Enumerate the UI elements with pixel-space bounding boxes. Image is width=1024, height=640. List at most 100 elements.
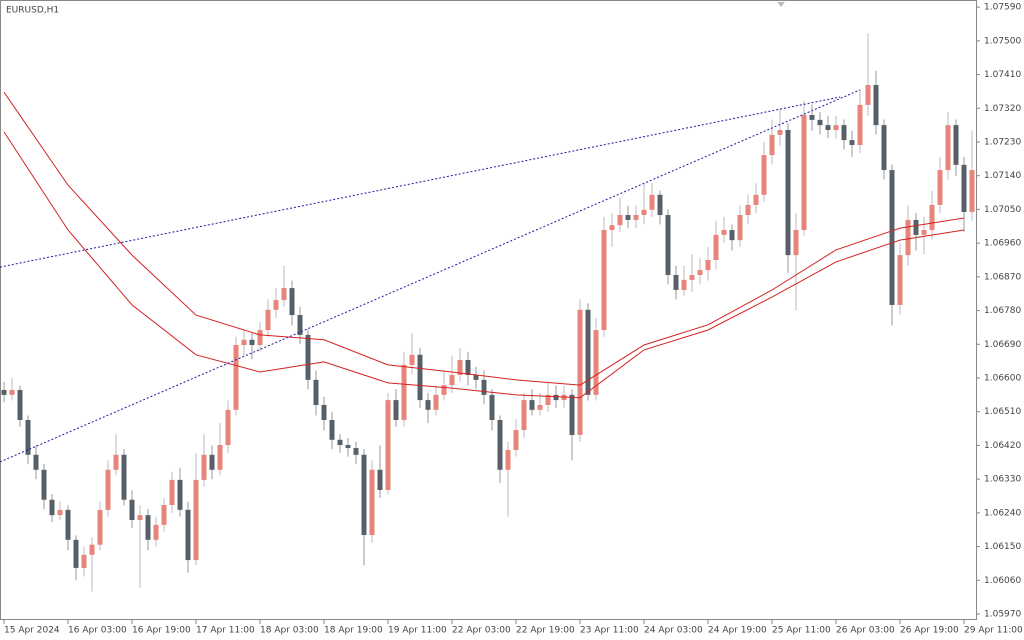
candle-body — [641, 209, 647, 216]
candle-body — [745, 204, 751, 216]
candle-body — [593, 330, 599, 395]
candle-body — [345, 445, 351, 449]
candle-body — [545, 394, 551, 405]
candle-body — [969, 170, 975, 213]
y-tick-label: 1.07140 — [984, 171, 1021, 181]
moving-average — [3, 91, 965, 386]
trend-line — [0, 96, 841, 268]
y-tick-label: 1.07320 — [984, 104, 1021, 114]
x-tick-label: 16 Apr 03:00 — [68, 626, 127, 636]
candle-body — [577, 309, 583, 435]
y-tick-label: 1.06060 — [984, 576, 1021, 586]
moving-average — [3, 131, 965, 399]
candle-body — [249, 339, 255, 346]
candle-body — [33, 454, 39, 470]
candle-body — [689, 274, 695, 280]
candle-body — [121, 454, 127, 500]
candle-body — [937, 170, 943, 205]
candle-body — [953, 125, 959, 165]
candle-body — [569, 394, 575, 435]
y-tick-label: 1.07410 — [984, 70, 1021, 80]
candle-body — [529, 400, 535, 410]
candle-body — [665, 215, 671, 275]
candle-body — [761, 155, 767, 195]
y-tick-label: 1.06780 — [984, 306, 1021, 316]
candle-body — [209, 454, 215, 470]
candle-body — [521, 400, 527, 431]
x-tick-label: 25 Apr 11:00 — [772, 626, 831, 636]
candle-body — [897, 255, 903, 305]
candle-body — [713, 234, 719, 260]
y-tick-label: 1.06420 — [984, 441, 1021, 451]
y-tick-label: 1.06960 — [984, 239, 1021, 249]
candle-body — [193, 479, 199, 561]
candle-body — [97, 509, 103, 545]
x-tick-label: 23 Apr 11:00 — [580, 626, 639, 636]
candle-body — [873, 85, 879, 126]
candle-body — [241, 339, 247, 346]
candle-body — [769, 134, 775, 156]
candle-body — [369, 469, 375, 535]
candle-body — [201, 454, 207, 480]
shift-marker — [777, 2, 785, 7]
candle-body — [433, 394, 439, 410]
candle-body — [857, 104, 863, 145]
candle-body — [729, 230, 735, 241]
candle-body — [537, 404, 543, 410]
candle-body — [737, 215, 743, 241]
y-tick-label: 1.06690 — [984, 340, 1021, 350]
candle-body — [865, 85, 871, 105]
y-tick-label: 1.07050 — [984, 205, 1021, 215]
candle-body — [673, 274, 679, 290]
candle-body — [481, 379, 487, 395]
candle-body — [817, 119, 823, 126]
candle-body — [473, 374, 479, 380]
y-tick-label: 1.07590 — [984, 3, 1021, 13]
candle-body — [649, 194, 655, 210]
candle-body — [497, 419, 503, 470]
x-tick-label: 16 Apr 19:00 — [132, 626, 191, 636]
candle-body — [633, 215, 639, 220]
candle-body — [505, 449, 511, 470]
candle-body — [313, 379, 319, 405]
candle-body — [17, 389, 23, 420]
candle-body — [961, 164, 967, 213]
candle-body — [913, 219, 919, 235]
y-tick-label: 1.06150 — [984, 542, 1021, 552]
x-tick-label: 26 Apr 19:00 — [900, 626, 959, 636]
candle-body — [753, 194, 759, 205]
x-tick-label: 22 Apr 03:00 — [452, 626, 511, 636]
candle-body — [361, 454, 367, 535]
candle-body — [169, 479, 175, 505]
candle-body — [137, 515, 143, 520]
candle-body — [393, 400, 399, 420]
candle-body — [25, 419, 31, 455]
candle-body — [281, 288, 287, 301]
candle-body — [329, 419, 335, 440]
candle-body — [705, 259, 711, 271]
candle-body — [41, 469, 47, 500]
candle-body — [337, 439, 343, 446]
y-tick-label: 1.06240 — [984, 508, 1021, 518]
candle-body — [945, 125, 951, 171]
x-tick-label: 15 Apr 2024 — [4, 626, 60, 636]
candle-body — [385, 400, 391, 491]
candle-body — [185, 509, 191, 561]
candle-body — [377, 469, 383, 491]
candle-body — [57, 509, 63, 516]
x-tick-label: 24 Apr 19:00 — [708, 626, 767, 636]
candle-body — [233, 345, 239, 410]
candle-body — [881, 125, 887, 171]
candle-body — [921, 230, 927, 235]
candle-body — [409, 354, 415, 365]
candle-body — [585, 309, 591, 395]
candle-body — [625, 215, 631, 220]
trend-line — [0, 89, 861, 463]
candle-body — [697, 270, 703, 275]
candle-body — [681, 279, 687, 290]
x-tick-label: 19 Apr 11:00 — [388, 626, 447, 636]
candle-body — [153, 524, 159, 540]
